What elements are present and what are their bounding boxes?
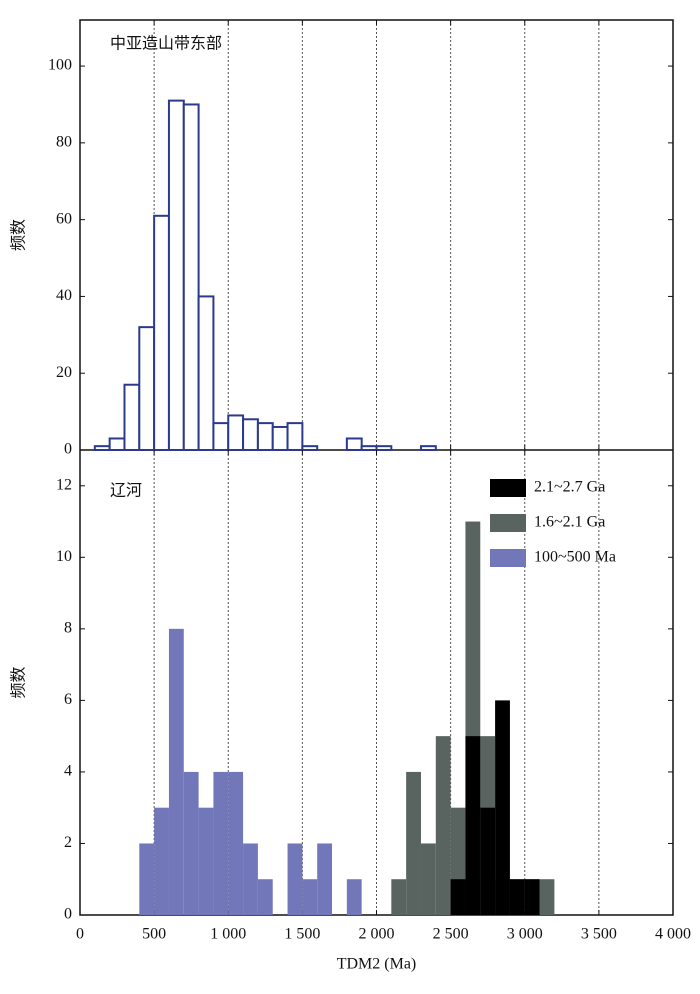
histogram-bar	[465, 736, 481, 915]
x-tick-label: 2 000	[359, 926, 395, 943]
histogram-bar	[346, 879, 362, 915]
y-tick-label: 0	[64, 441, 72, 458]
histogram-bar	[391, 879, 407, 915]
histogram-bar	[228, 771, 244, 915]
histogram-bar	[197, 295, 215, 451]
histogram-bar	[406, 771, 421, 915]
histogram-bar	[168, 628, 184, 915]
legend-swatch	[490, 479, 526, 497]
histogram-bar	[153, 214, 170, 451]
legend-label: 1.6~2.1 Ga	[534, 514, 605, 531]
legend-label: 100~500 Ma	[534, 549, 616, 566]
histogram-bar	[302, 879, 318, 915]
histogram-bar	[375, 445, 393, 451]
histogram-bar	[509, 879, 525, 915]
histogram-bar	[271, 425, 289, 452]
x-tick-label: 2 500	[433, 926, 469, 943]
panel-title: 辽河	[110, 482, 142, 500]
y-tick-label: 4	[64, 763, 72, 780]
histogram-bar	[183, 771, 199, 915]
histogram-bar	[213, 771, 229, 915]
histogram-bar	[495, 700, 510, 915]
y-tick-label: 8	[64, 620, 72, 637]
y-tick-label: 100	[48, 57, 72, 74]
histogram-bar	[345, 437, 363, 452]
y-axis-title: 频数	[10, 666, 28, 698]
x-tick-label: 1 500	[284, 926, 320, 943]
histogram-bar	[212, 422, 230, 451]
histogram-bar	[182, 103, 200, 451]
histogram-bar	[360, 445, 378, 451]
y-axis-title: 频数	[10, 219, 28, 251]
y-tick-label: 6	[64, 691, 72, 708]
x-axis-title: TDM2 (Ma)	[337, 956, 417, 973]
histogram-bar	[257, 879, 273, 915]
histogram-bar	[539, 879, 555, 915]
histogram-bar	[123, 383, 141, 452]
y-tick-label: 10	[56, 548, 72, 565]
histogram-bar	[243, 843, 258, 915]
x-tick-label: 1 000	[210, 926, 246, 943]
histogram-bar	[435, 736, 451, 915]
y-tick-label: 40	[56, 287, 72, 304]
histogram-bar	[138, 326, 156, 451]
histogram-bar	[317, 843, 333, 915]
histogram-bar	[419, 445, 437, 451]
histogram-bar	[286, 422, 304, 451]
x-tick-label: 3 500	[581, 926, 617, 943]
y-tick-label: 60	[56, 210, 72, 227]
y-tick-label: 2	[64, 834, 72, 851]
x-tick-label: 3 000	[507, 926, 543, 943]
histogram-bar	[139, 843, 155, 915]
histogram-bar	[154, 807, 169, 915]
y-tick-label: 0	[64, 906, 72, 923]
y-tick-label: 80	[56, 134, 72, 151]
histogram-bar	[227, 414, 245, 452]
x-tick-label: 0	[76, 926, 84, 943]
histogram-bar	[420, 843, 436, 915]
legend-swatch	[490, 514, 526, 532]
histogram-bar	[167, 99, 185, 451]
legend-label: 2.1~2.7 Ga	[534, 479, 605, 496]
histogram-bar	[287, 843, 303, 915]
legend-swatch	[490, 549, 526, 567]
histogram-bar	[108, 437, 126, 452]
histogram-bar	[524, 879, 540, 915]
histogram-bar	[480, 807, 496, 915]
histogram-bar	[256, 422, 274, 451]
histogram-bar	[301, 445, 319, 451]
panel-title: 中亚造山带东部	[110, 35, 222, 53]
histogram-bar	[198, 807, 214, 915]
y-tick-label: 20	[56, 364, 72, 381]
histogram-bar	[93, 445, 111, 451]
histogram-bar	[450, 879, 466, 915]
histogram-bar	[242, 418, 259, 451]
x-tick-label: 4 000	[655, 926, 691, 943]
x-tick-label: 500	[142, 926, 166, 943]
y-tick-label: 12	[56, 476, 72, 493]
